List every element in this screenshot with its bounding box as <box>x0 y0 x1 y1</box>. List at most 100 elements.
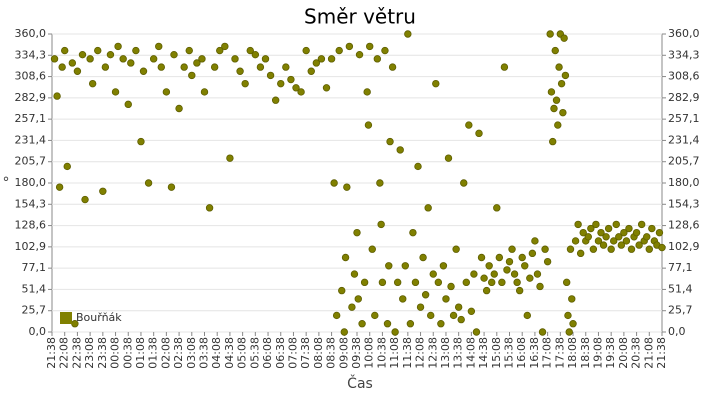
point <box>363 88 371 96</box>
y-tick-label: 0,0 <box>29 325 47 338</box>
point <box>547 88 556 96</box>
point <box>86 55 94 63</box>
x-tick-label: 03:38 <box>198 337 211 369</box>
chart-title: Směr větru <box>304 5 416 29</box>
point <box>454 303 463 311</box>
point <box>368 245 376 253</box>
point <box>137 137 145 146</box>
point <box>470 270 478 278</box>
point <box>335 46 343 55</box>
x-tick-label: 21:38 <box>655 337 668 369</box>
y-tick-label: 231,4 <box>15 133 47 146</box>
point <box>338 286 346 295</box>
x-tick-label: 13:08 <box>439 337 452 369</box>
point <box>406 320 415 328</box>
point <box>620 228 628 237</box>
point <box>505 257 514 266</box>
point <box>371 311 379 320</box>
point <box>589 245 598 253</box>
point <box>566 245 575 253</box>
point <box>73 67 82 75</box>
point <box>569 320 577 328</box>
point <box>442 295 450 303</box>
point <box>543 257 552 266</box>
point <box>645 245 653 253</box>
point <box>655 228 664 237</box>
y-tick-label: 154,3 <box>15 197 47 210</box>
x-tick-label: 03:08 <box>185 337 198 369</box>
point <box>560 34 568 42</box>
y-tick-label: 205,7 <box>15 155 47 168</box>
x-tick-label: 19:38 <box>604 337 617 369</box>
point <box>460 179 468 187</box>
point <box>480 274 488 282</box>
point <box>106 50 115 59</box>
point <box>508 245 516 253</box>
y2-tick-label: 154,3 <box>668 197 700 210</box>
point <box>546 30 554 38</box>
y-tick-label: 282,9 <box>15 91 47 104</box>
point <box>561 71 570 80</box>
y2-tick-label: 51,4 <box>668 282 693 295</box>
point <box>477 253 486 262</box>
point <box>584 233 592 241</box>
point <box>411 278 420 287</box>
point <box>381 46 389 55</box>
x-tick-label: 17:38 <box>553 337 566 369</box>
point <box>216 46 224 55</box>
point <box>427 311 435 320</box>
y-tick-label: 334,3 <box>15 48 47 61</box>
point <box>81 195 89 204</box>
point <box>307 67 315 75</box>
point <box>612 220 620 229</box>
y-tick-label: 102,9 <box>15 240 47 253</box>
point <box>119 55 127 63</box>
y-tick-label: 360,0 <box>15 27 47 40</box>
point <box>465 121 473 129</box>
x-tick-label: 22:38 <box>70 337 83 369</box>
point <box>340 328 348 336</box>
x-tick-label: 16:08 <box>515 337 528 369</box>
point <box>114 42 122 51</box>
point <box>101 63 110 71</box>
x-tick-label: 08:38 <box>325 337 338 369</box>
y-tick-label: 257,1 <box>15 112 47 125</box>
legend-swatch <box>60 312 72 324</box>
point <box>99 187 107 195</box>
point <box>144 179 153 187</box>
point <box>637 220 646 229</box>
point <box>554 121 562 129</box>
point <box>139 67 148 75</box>
point <box>353 228 361 237</box>
point <box>50 55 59 63</box>
point <box>462 278 470 287</box>
point <box>424 204 432 212</box>
point <box>401 262 409 270</box>
point <box>571 237 580 245</box>
point <box>63 162 71 171</box>
point <box>236 67 244 75</box>
point <box>490 270 498 278</box>
point <box>419 253 427 262</box>
x-tick-label: 00:38 <box>121 337 134 369</box>
point <box>376 179 384 187</box>
y2-tick-label: 77,1 <box>668 261 693 274</box>
y2-tick-label: 0,0 <box>668 325 686 338</box>
x-tick-label: 23:08 <box>83 337 96 369</box>
point <box>565 328 573 336</box>
point <box>53 92 61 100</box>
x-tick-label: 01:38 <box>147 337 160 369</box>
point <box>385 262 393 270</box>
point <box>564 311 572 320</box>
point <box>94 46 102 55</box>
x-tick-label: 18:08 <box>566 337 579 369</box>
x-tick-label: 14:08 <box>464 337 477 369</box>
point <box>246 46 254 55</box>
point <box>482 286 491 295</box>
point <box>607 245 615 253</box>
point <box>348 303 356 311</box>
point <box>550 104 558 113</box>
x-tick-label: 20:08 <box>617 337 630 369</box>
point <box>495 253 504 262</box>
point <box>429 270 437 278</box>
